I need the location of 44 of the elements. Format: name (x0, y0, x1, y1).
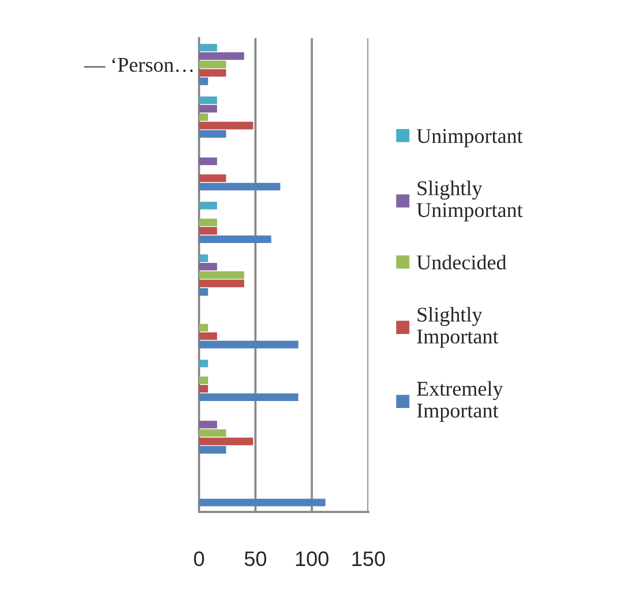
bar (199, 52, 244, 60)
bar (199, 235, 272, 244)
bar (199, 420, 218, 428)
bar (199, 44, 218, 52)
bar (199, 384, 208, 393)
x-tick-label: 50 (244, 551, 266, 566)
legend-label: Unimportant (416, 129, 523, 148)
bar (199, 122, 254, 130)
bar (199, 202, 218, 210)
bar (199, 393, 298, 401)
bar (199, 340, 298, 348)
bar (199, 280, 244, 288)
legend-label: Extremely Important (416, 381, 504, 422)
bar (199, 498, 326, 506)
x-tick-label: 150 (352, 551, 385, 566)
bar (199, 324, 208, 332)
bar (199, 78, 208, 86)
bar (199, 69, 226, 77)
bar (199, 158, 218, 166)
legend-label: Undecided (416, 254, 506, 270)
bar (199, 218, 218, 226)
bar (199, 174, 226, 182)
bar (199, 182, 280, 190)
x-tick-label: 100 (296, 551, 328, 566)
bar (199, 429, 226, 437)
legend-label: Slightly Unimportant (416, 180, 523, 222)
bar (199, 438, 254, 446)
y-tick-label: — ‘Person… (84, 58, 193, 72)
bar (199, 262, 218, 270)
bar (199, 446, 226, 454)
x-tick-label: 0 (194, 551, 204, 566)
bar (199, 96, 218, 104)
bar (199, 130, 226, 138)
bar (199, 332, 218, 340)
legend-label: Slightly Important (417, 307, 498, 348)
bar (199, 227, 218, 235)
bar (199, 288, 208, 296)
bar (199, 60, 226, 68)
bar (199, 271, 244, 279)
bar (199, 104, 218, 112)
bar (199, 360, 208, 368)
bar (199, 113, 208, 121)
bar (199, 376, 208, 384)
bar (199, 254, 208, 262)
